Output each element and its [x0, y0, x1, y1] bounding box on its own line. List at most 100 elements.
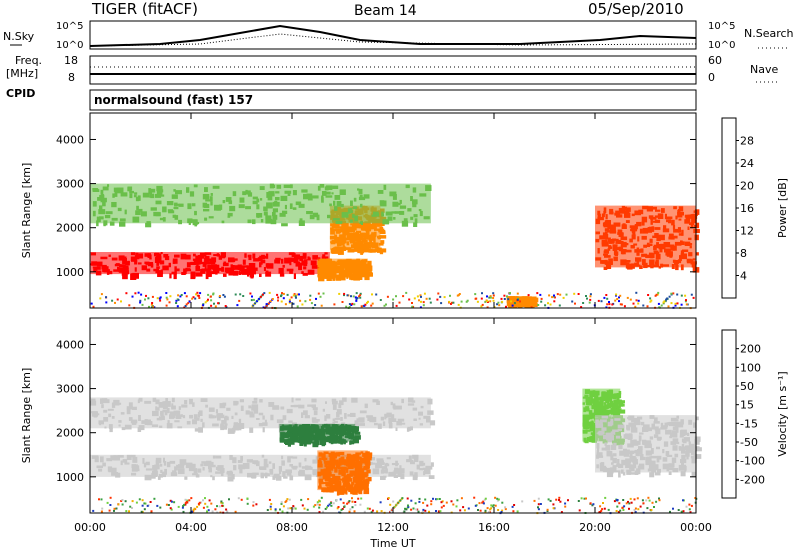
velocity-clutter-cell	[359, 503, 362, 506]
velocity-clutter-cell	[680, 510, 683, 513]
velocity-clutter-cell	[602, 502, 604, 504]
velocity-clutter-cell	[401, 497, 404, 500]
velocity-clutter-cell	[129, 505, 132, 508]
power-colorbar-frame	[721, 117, 737, 299]
velocity-clutter-cell	[135, 501, 138, 504]
velocity-region-cell	[353, 438, 358, 441]
velocity-clutter-cell	[196, 505, 199, 508]
velocity-xtick-label: 16:00	[478, 521, 510, 534]
power-clutter-cell	[256, 300, 259, 303]
velocity-clutter-cell	[115, 507, 118, 510]
power-clutter-cell	[204, 301, 207, 304]
power-clutter-cell	[492, 297, 495, 299]
power-clutter-cell	[425, 297, 428, 300]
velocity-clutter-cell	[131, 500, 134, 503]
velocity-clutter-cell	[410, 508, 413, 511]
power-region-cell	[379, 226, 384, 230]
cpid-value: normalsound (fast) 157	[94, 93, 254, 107]
power-clutter-cell	[474, 293, 477, 296]
velocity-clutter-cell	[342, 501, 345, 504]
velocity-clutter-cell	[234, 510, 237, 513]
velocity-clutter-cell	[392, 500, 395, 503]
power-region-cell	[332, 276, 335, 281]
velocity-clutter-cell	[395, 503, 398, 506]
velocity-clutter-cell	[292, 505, 295, 508]
power-clutter-cell	[197, 294, 200, 297]
velocity-region-cell	[410, 426, 413, 431]
velocity-clutter-cell	[658, 499, 661, 502]
power-clutter-cell	[553, 300, 556, 303]
power-clutter-cell	[354, 296, 357, 299]
velocity-clutter-cell	[474, 504, 477, 507]
power-region-cell	[369, 249, 376, 253]
power-region-cell	[190, 273, 196, 280]
velocity-clutter-cell	[613, 500, 616, 503]
power-clutter-cell	[411, 302, 413, 304]
power-region-cell	[317, 275, 322, 278]
velocity-clutter-cell	[156, 504, 159, 507]
power-clutter-cell	[179, 295, 182, 298]
velocity-clutter-cell	[252, 501, 255, 504]
velocity-clutter-cell	[440, 506, 443, 509]
velocity-clutter-cell	[192, 510, 195, 513]
velocity-region-cell	[354, 435, 357, 441]
velocity-clutter-cell	[182, 510, 185, 513]
power-region-cell	[247, 273, 250, 277]
power-region-cell	[379, 235, 387, 239]
power-region-cell	[302, 273, 308, 276]
power-clutter-cell	[258, 297, 261, 300]
velocity-clutter-cell	[348, 510, 351, 513]
power-region-cell	[695, 222, 700, 229]
power-clutter-cell	[276, 293, 279, 296]
power-region-cell	[173, 273, 177, 280]
power-clutter-cell	[294, 295, 297, 298]
power-panel	[90, 183, 700, 310]
power-clutter-cell	[614, 299, 617, 302]
velocity-clutter-cell	[633, 498, 636, 501]
velocity-clutter-cell	[170, 508, 173, 511]
velocity-clutter-cell	[343, 505, 346, 508]
velocity-clutter-cell	[327, 504, 330, 507]
power-clutter-cell	[260, 295, 262, 298]
velocity-region-cell	[326, 489, 333, 493]
velocity-clutter-cell	[108, 509, 111, 512]
velocity-clutter-cell	[441, 500, 444, 503]
power-clutter-cell	[398, 301, 401, 304]
velocity-clutter-cell	[221, 502, 224, 505]
power-region-cell	[109, 221, 115, 226]
velocity-xtick-label: 08:00	[276, 521, 308, 534]
power-colorbar-title: Power [dB]	[776, 178, 789, 238]
power-clutter-cell	[536, 292, 539, 295]
velocity-clutter-cell	[452, 503, 455, 506]
velocity-clutter-cell	[559, 500, 562, 503]
velocity-clutter-cell	[578, 509, 581, 512]
velocity-clutter-cell	[348, 500, 351, 503]
velocity-clutter-cell	[463, 509, 466, 512]
velocity-region-cell	[352, 426, 359, 432]
power-clutter-cell	[148, 305, 150, 308]
power-region-cell	[603, 266, 608, 270]
power-clutter-cell	[185, 295, 188, 298]
power-clutter-cell	[299, 299, 302, 302]
velocity-clutter-cell	[537, 506, 539, 509]
power-region-cell	[339, 273, 343, 280]
power-clutter-cell	[315, 297, 317, 300]
power-clutter-cell	[408, 298, 411, 301]
velocity-clutter-cell	[121, 503, 124, 506]
velocity-clutter-cell	[421, 511, 424, 513]
power-clutter-cell	[288, 300, 291, 303]
velocity-clutter-cell	[484, 497, 487, 500]
velocity-clutter-cell	[106, 501, 109, 504]
power-clutter-cell	[177, 294, 180, 297]
velocity-clutter-cell	[591, 504, 594, 507]
power-clutter-cell	[105, 301, 108, 304]
power-clutter-cell	[486, 295, 488, 298]
power-clutter-cell	[685, 299, 687, 302]
power-clutter-cell	[605, 306, 608, 309]
power-clutter-cell	[676, 293, 679, 296]
power-clutter-cell	[184, 305, 187, 307]
power-clutter-cell	[150, 303, 153, 306]
power-clutter-cell	[280, 294, 283, 297]
power-clutter-cell	[658, 306, 661, 309]
